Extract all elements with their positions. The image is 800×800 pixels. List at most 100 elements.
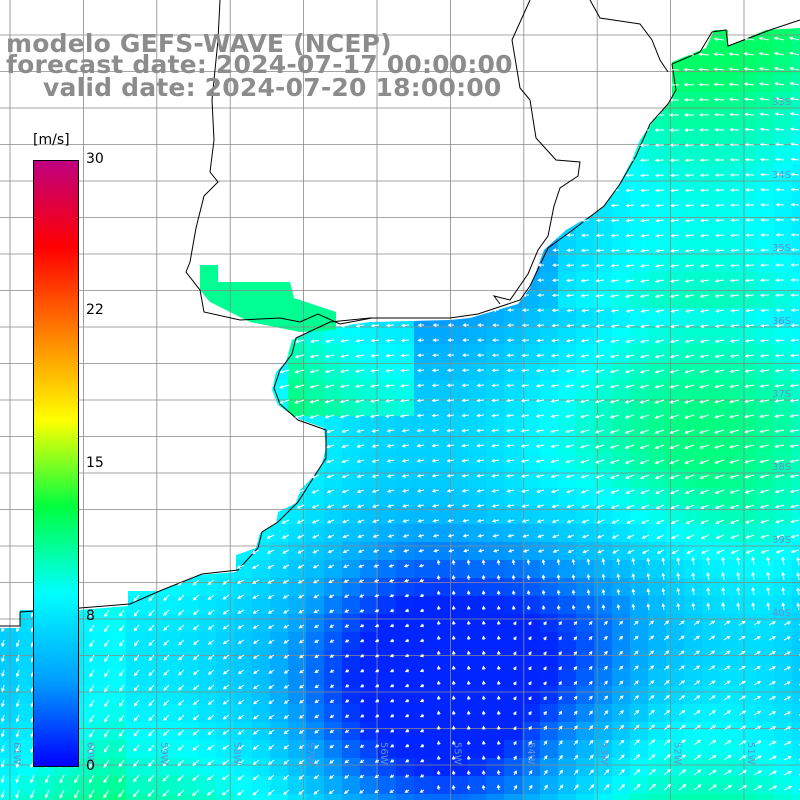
- wind-cell: [720, 218, 739, 237]
- wind-cell: [540, 28, 559, 39]
- wind-cell: [630, 254, 649, 273]
- wind-cell: [396, 650, 415, 669]
- wind-arrow: [513, 696, 517, 701]
- wind-arrow: [536, 293, 545, 298]
- wind-cell: [144, 506, 163, 525]
- wind-arrow: [310, 339, 320, 344]
- wind-arrow: [222, 129, 230, 135]
- wind-arrow: [251, 534, 260, 539]
- wind-cell: [738, 92, 757, 111]
- wind-cell: [792, 650, 800, 669]
- wind-arrow: [237, 609, 245, 614]
- wind-cell: [144, 776, 163, 795]
- wind-cell: [342, 146, 361, 165]
- wind-arrow: [161, 489, 170, 498]
- wind-cell: [0, 560, 19, 579]
- wind-arrow: [177, 789, 185, 797]
- wind-cell: [558, 344, 577, 363]
- wind-arrow: [192, 309, 200, 316]
- wind-cell: [756, 218, 775, 237]
- wind-arrow: [608, 37, 620, 42]
- wind-arrow: [654, 158, 665, 163]
- wind-arrow: [789, 97, 800, 101]
- wind-cell: [324, 794, 343, 800]
- wind-cell: [216, 650, 235, 669]
- wind-arrow: [550, 474, 560, 479]
- wind-arrow: [738, 695, 747, 701]
- wind-arrow: [729, 263, 740, 268]
- wind-cell: [630, 200, 649, 219]
- wind-arrow: [616, 557, 621, 566]
- wind-arrow: [744, 354, 755, 358]
- wind-arrow: [693, 739, 702, 746]
- wind-arrow: [325, 293, 335, 298]
- wind-cell: [720, 416, 739, 435]
- wind-cell: [576, 38, 595, 57]
- wind-arrow: [417, 308, 425, 312]
- wind-cell: [396, 704, 415, 723]
- wind-arrow: [663, 783, 672, 791]
- wind-arrow: [729, 369, 740, 374]
- wind-cell: [540, 380, 559, 399]
- wind-arrow: [45, 114, 50, 124]
- wind-cell: [468, 218, 487, 237]
- wind-arrow: [699, 474, 710, 480]
- wind-cell: [360, 326, 379, 345]
- wind-arrow: [374, 668, 380, 673]
- wind-arrow: [235, 519, 245, 524]
- wind-cell: [486, 650, 505, 669]
- wind-arrow: [74, 774, 80, 784]
- wind-arrow: [640, 339, 650, 344]
- wind-cell: [720, 632, 739, 651]
- wind-arrow: [400, 353, 410, 358]
- wind-arrow: [774, 399, 785, 403]
- wind-cell: [180, 686, 199, 705]
- wind-arrow: [133, 564, 140, 573]
- wind-arrow: [89, 279, 95, 288]
- wind-arrow: [624, 98, 635, 102]
- wind-arrow: [685, 233, 695, 238]
- wind-arrow: [432, 127, 440, 132]
- wind-arrow: [522, 217, 530, 222]
- wind-arrow: [603, 650, 608, 656]
- wind-arrow: [520, 444, 530, 448]
- wind-arrow: [177, 324, 185, 332]
- wind-arrow: [654, 143, 665, 148]
- wind-arrow: [118, 714, 125, 722]
- wind-cell: [540, 506, 559, 525]
- wind-cell: [90, 362, 109, 381]
- wind-arrow: [683, 82, 695, 87]
- wind-arrow: [603, 769, 610, 776]
- wind-cell: [648, 164, 667, 183]
- wind-arrow: [730, 233, 740, 238]
- wind-arrow: [354, 384, 365, 389]
- wind-cell: [630, 398, 649, 417]
- wind-arrow: [558, 666, 562, 671]
- wind-cell: [252, 398, 271, 417]
- wind-arrow: [551, 278, 560, 283]
- wind-arrow: [148, 264, 155, 272]
- wind-cell: [306, 776, 325, 795]
- wind-cell: [540, 110, 559, 129]
- wind-cell: [504, 542, 523, 561]
- wind-arrow: [15, 684, 20, 693]
- wind-arrow: [89, 564, 95, 573]
- wind-arrow: [253, 684, 260, 690]
- border-path: [185, 0, 669, 325]
- wind-arrow: [359, 759, 365, 764]
- wind-arrow: [618, 783, 626, 791]
- wind-arrow: [388, 549, 395, 553]
- wind-arrow: [476, 519, 485, 523]
- wind-arrow: [207, 699, 215, 705]
- wind-arrow: [521, 489, 530, 493]
- wind-cell: [378, 110, 397, 129]
- wind-arrow: [133, 249, 140, 257]
- wind-cell: [108, 686, 127, 705]
- wind-cell: [432, 398, 451, 417]
- wind-cell: [378, 200, 397, 219]
- wind-arrow: [653, 98, 665, 102]
- wind-arrow: [728, 97, 740, 102]
- wind-cell: [198, 164, 217, 183]
- wind-arrow: [506, 474, 515, 478]
- wind-cell: [0, 758, 19, 777]
